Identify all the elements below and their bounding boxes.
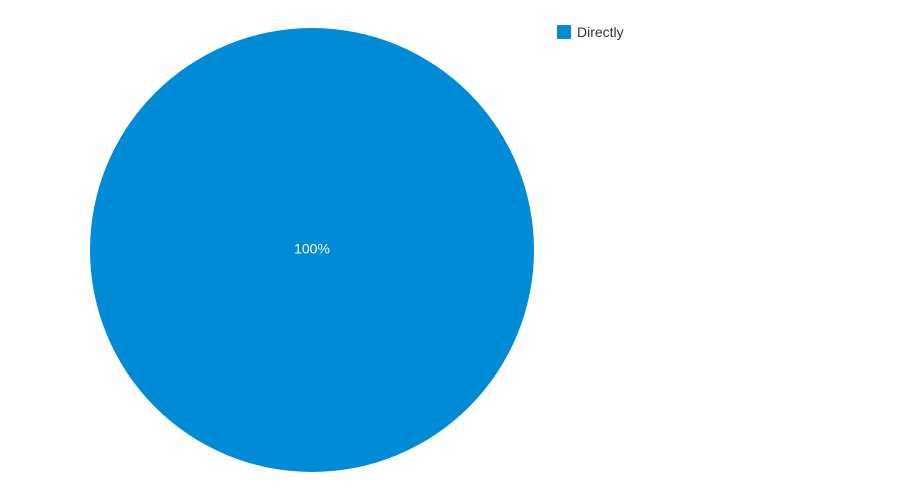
legend-swatch — [557, 25, 571, 39]
pie-slice-directly[interactable] — [90, 28, 534, 472]
legend: Directly — [557, 24, 624, 40]
legend-item-directly[interactable]: Directly — [557, 24, 624, 40]
legend-label: Directly — [577, 24, 624, 40]
pie-data-label-directly: 100% — [294, 241, 330, 257]
